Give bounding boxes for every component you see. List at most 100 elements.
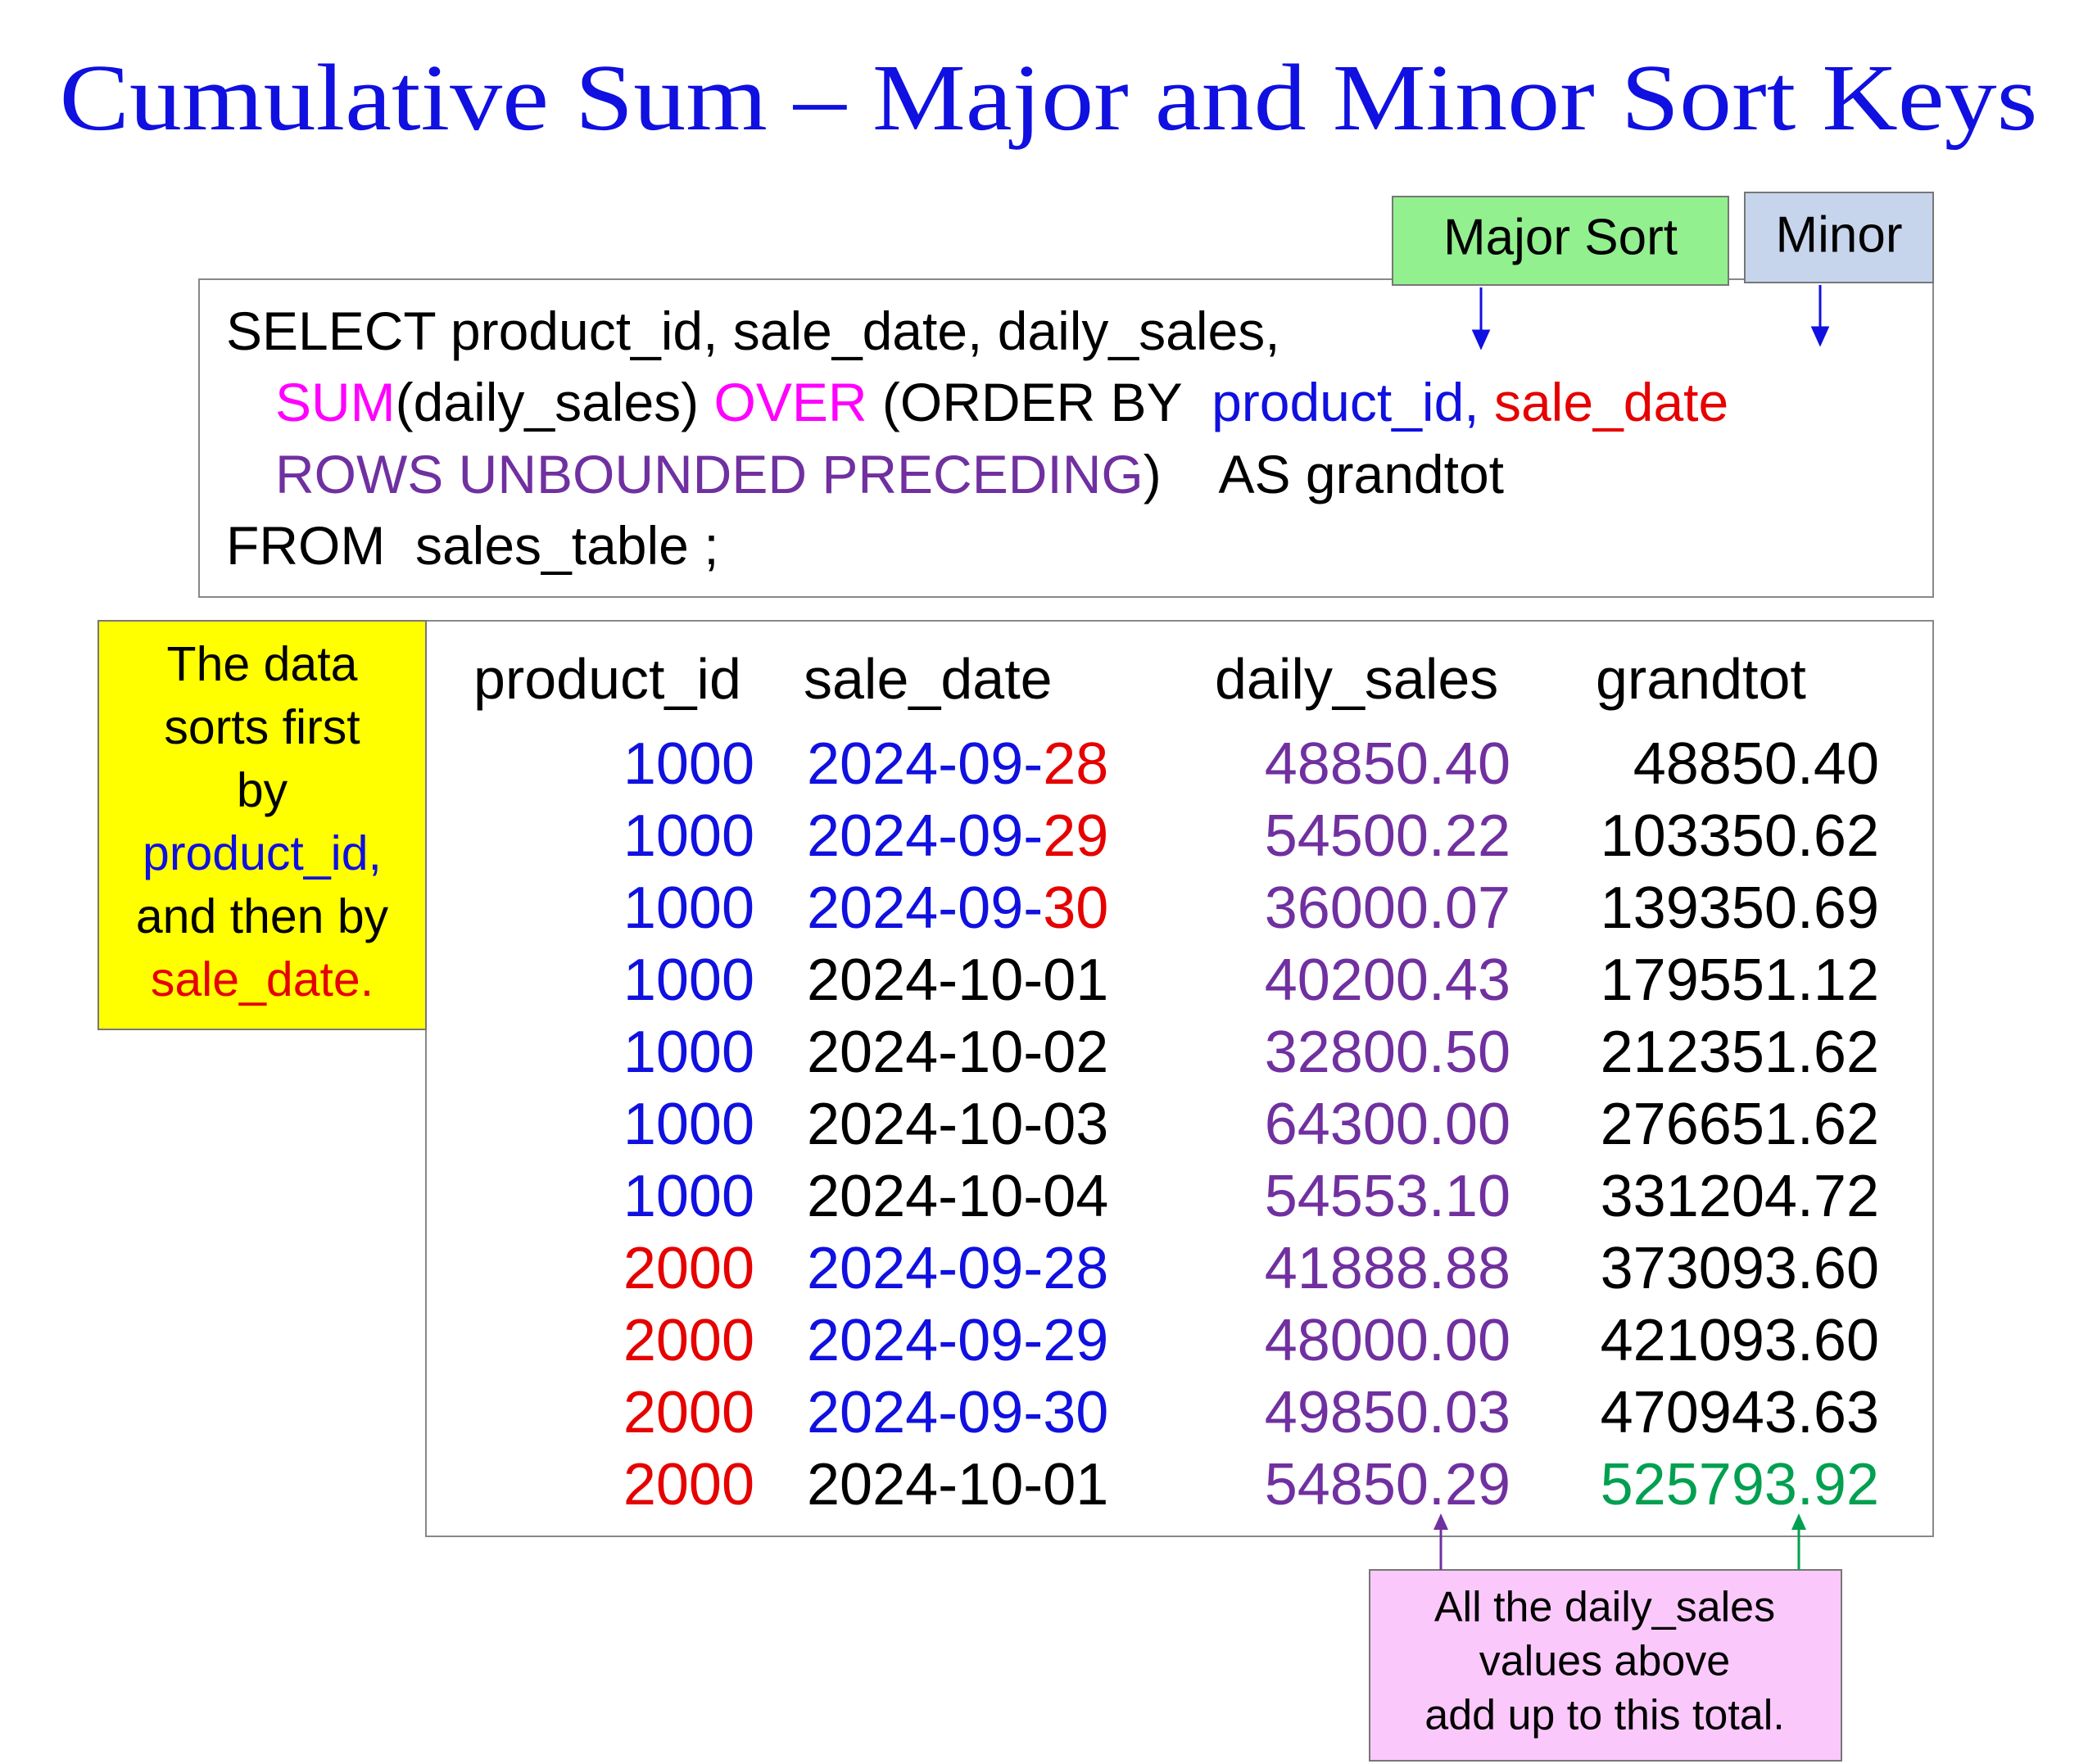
table-cell: 2024-09-28 [807,731,1108,797]
sql-line: FROM sales_table ; [226,515,719,576]
text-segment: AS grandtot [1162,444,1504,504]
table-cell: 421093.60 [1601,1308,1879,1373]
minor-label: Minor [1775,206,1902,263]
text-segment: 30 [1043,875,1108,941]
text-segment: 40200.43 [1265,948,1510,1013]
text-segment: 2024-09-28 [807,1236,1108,1301]
text-segment: 64300.00 [1265,1092,1510,1157]
table-cell: 1000 [623,731,754,797]
table-cell: 54553.10 [1265,1164,1510,1229]
table-cell: 48850.40 [1265,731,1510,797]
table-cell: 331204.72 [1601,1164,1879,1229]
column-header: sale_date [804,647,1053,711]
text-segment: FROM sales_table ; [226,515,719,576]
table-cell: 2024-10-03 [807,1092,1108,1157]
column-header: grandtot [1596,647,1806,711]
table-cell: 1000 [623,1164,754,1229]
note-line: sorts first [164,700,360,754]
table-cell: 2024-10-01 [807,948,1108,1013]
text-segment: The data [167,637,358,691]
table-cell: 48000.00 [1265,1308,1510,1373]
table-cell: 1000 [623,803,754,869]
text-segment: 54850.29 [1265,1452,1510,1517]
table-cell: 1000 [623,1092,754,1157]
text-segment: 525793.92 [1601,1452,1879,1517]
text-segment: 421093.60 [1601,1308,1879,1373]
column-header: product_id [473,647,741,711]
table-cell: 2024-09-28 [807,1236,1108,1301]
text-segment: product_id, [1212,372,1494,432]
callout-line: values above [1479,1638,1730,1685]
text-segment: 54500.22 [1265,803,1510,869]
table-cell: 2024-10-04 [807,1164,1108,1229]
text-segment: OVER [714,372,867,432]
text-segment: 179551.12 [1601,948,1879,1013]
sql-line: ROWS UNBOUNDED PRECEDING) AS grandtot [275,444,1504,504]
text-segment: 331204.72 [1601,1164,1879,1229]
table-cell: 2000 [623,1308,754,1373]
text-segment: and then by [136,889,389,943]
table-box [425,620,1934,1537]
text-segment: 32800.50 [1265,1020,1510,1085]
table-cell: 2024-09-30 [807,875,1108,941]
table-cell: 2024-09-30 [807,1380,1108,1445]
table-cell: 41888.88 [1265,1236,1510,1301]
text-segment: 2000 [623,1452,754,1517]
text-segment: 139350.69 [1601,875,1879,941]
table-cell: 64300.00 [1265,1092,1510,1157]
table-cell: 2000 [623,1236,754,1301]
table-cell: 48850.40 [1633,731,1879,797]
text-segment: 1000 [623,731,754,797]
callout-arrows [1433,1513,1806,1570]
title: Cumulative Sum – Major and Minor Sort Ke… [60,46,2038,151]
text-segment: 2024-09-30 [807,1380,1108,1445]
table-cell: 525793.92 [1601,1452,1879,1517]
sort-arrows [1471,285,1830,351]
text-segment: 2000 [623,1380,754,1445]
text-segment: sale_date. [151,952,374,1006]
text-segment: 276651.62 [1601,1092,1879,1157]
table-cell: 1000 [623,1020,754,1085]
table-cell: 49850.03 [1265,1380,1510,1445]
table-cell: 2024-10-01 [807,1452,1108,1517]
text-segment: sale_date [1494,372,1728,432]
text-segment: 2024-10-03 [807,1092,1108,1157]
text-segment: 1000 [623,1020,754,1085]
table-cell: 40200.43 [1265,948,1510,1013]
table-cell: 139350.69 [1601,875,1879,941]
minor-box [1744,192,1934,283]
major-label: Major Sort [1443,209,1678,265]
callout-box [1369,1569,1842,1762]
text-segment: 2000 [623,1236,754,1301]
column-header: daily_sales [1215,647,1498,711]
text-segment: 2000 [623,1308,754,1373]
text-segment: ROWS UNBOUNDED PRECEDING [275,444,1144,504]
text-segment: 54553.10 [1265,1164,1510,1229]
table-cell: 373093.60 [1601,1236,1879,1301]
text-segment: 2024-10-04 [807,1164,1108,1229]
text-segment: 373093.60 [1601,1236,1879,1301]
text-segment: 2024-10-02 [807,1020,1108,1085]
note-line: by [237,763,288,817]
text-segment: 103350.62 [1601,803,1879,869]
text-segment: ) [1144,444,1162,504]
note-line: sale_date. [151,952,374,1006]
text-segment: 29 [1043,803,1108,869]
text-segment: 212351.62 [1601,1020,1879,1085]
text-segment: 48850.40 [1633,731,1879,797]
text-segment: 1000 [623,875,754,941]
text-segment: 470943.63 [1601,1380,1879,1445]
sql-box [198,278,1934,598]
table-cell: 36000.07 [1265,875,1510,941]
table-cell: 1000 [623,948,754,1013]
callout-line: All the daily_sales [1434,1584,1775,1631]
text-segment: 1000 [623,803,754,869]
table-cell: 2000 [623,1452,754,1517]
table-cell: 2000 [623,1380,754,1445]
table-cell: 212351.62 [1601,1020,1879,1085]
note-line: and then by [136,889,389,943]
text-segment: 49850.03 [1265,1380,1510,1445]
table-cell: 179551.12 [1601,948,1879,1013]
